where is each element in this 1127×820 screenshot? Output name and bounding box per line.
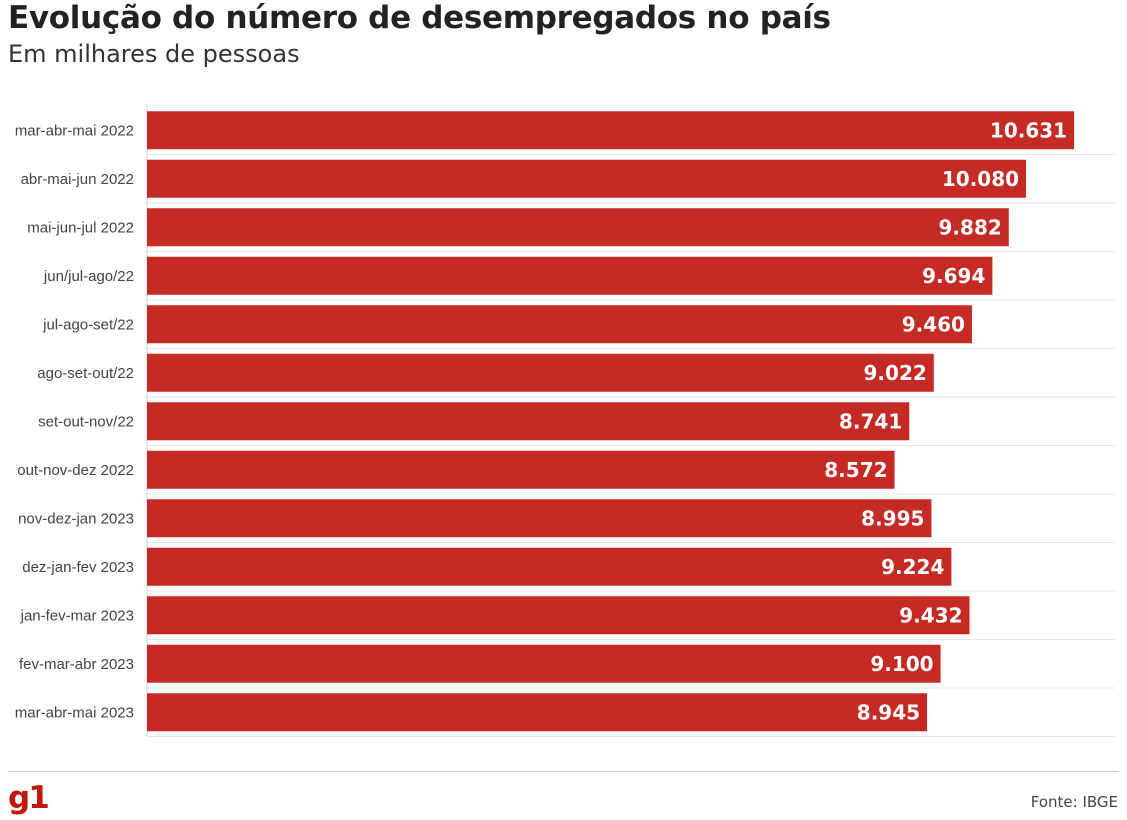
bar bbox=[147, 499, 932, 538]
value-label: 8.945 bbox=[857, 700, 920, 724]
bar bbox=[147, 305, 972, 344]
category-label: jul-ago-set/22 bbox=[42, 316, 134, 333]
value-label: 9.022 bbox=[864, 361, 927, 385]
value-label: 10.080 bbox=[942, 167, 1019, 191]
bar bbox=[147, 644, 941, 683]
bar-chart: mar-abr-mai 2022 10.631 abr-mai-jun 2022 10… bbox=[15, 104, 1115, 737]
chart-subtitle: Em milhares de pessoas bbox=[8, 40, 300, 68]
value-label: 9.882 bbox=[939, 215, 1002, 239]
source-note: Fonte: IBGE bbox=[1030, 793, 1118, 811]
bar bbox=[147, 596, 970, 635]
value-label: 10.631 bbox=[990, 118, 1067, 142]
bar bbox=[147, 353, 934, 392]
footer-divider bbox=[8, 771, 1119, 772]
category-label: fev-mar-abr 2023 bbox=[19, 656, 134, 673]
bar bbox=[147, 693, 928, 732]
bar bbox=[147, 111, 1075, 150]
value-label: 9.694 bbox=[922, 264, 985, 288]
category-label: dez-jan-fev 2023 bbox=[22, 559, 134, 576]
bar bbox=[147, 256, 993, 295]
bar bbox=[147, 159, 1027, 198]
category-label: jun/jul-ago/22 bbox=[43, 268, 134, 285]
value-label: 9.460 bbox=[902, 312, 965, 336]
category-label: nov-dez-jan 2023 bbox=[18, 510, 134, 527]
bar bbox=[147, 402, 910, 441]
value-label: 8.741 bbox=[839, 409, 902, 433]
category-label: mai-jun-jul 2022 bbox=[27, 219, 134, 236]
category-label: out-nov-dez 2022 bbox=[17, 462, 134, 479]
value-label: 8.572 bbox=[824, 458, 887, 482]
category-label: abr-mai-jun 2022 bbox=[21, 171, 134, 188]
category-label: jan-fev-mar 2023 bbox=[20, 607, 134, 624]
category-label: mar-abr-mai 2023 bbox=[15, 704, 134, 721]
category-label: ago-set-out/22 bbox=[37, 365, 134, 382]
value-label: 8.995 bbox=[861, 506, 924, 530]
bar bbox=[147, 547, 952, 586]
category-label: mar-abr-mai 2022 bbox=[15, 122, 134, 139]
bar bbox=[147, 208, 1009, 247]
g1-logo: g1 bbox=[8, 780, 50, 816]
value-label: 9.100 bbox=[870, 652, 933, 676]
value-label: 9.432 bbox=[899, 603, 962, 627]
value-label: 9.224 bbox=[881, 555, 944, 579]
chart-title: Evolução do número de desempregados no p… bbox=[8, 0, 831, 36]
category-label: set-out-nov/22 bbox=[38, 413, 134, 430]
bar bbox=[147, 450, 895, 489]
